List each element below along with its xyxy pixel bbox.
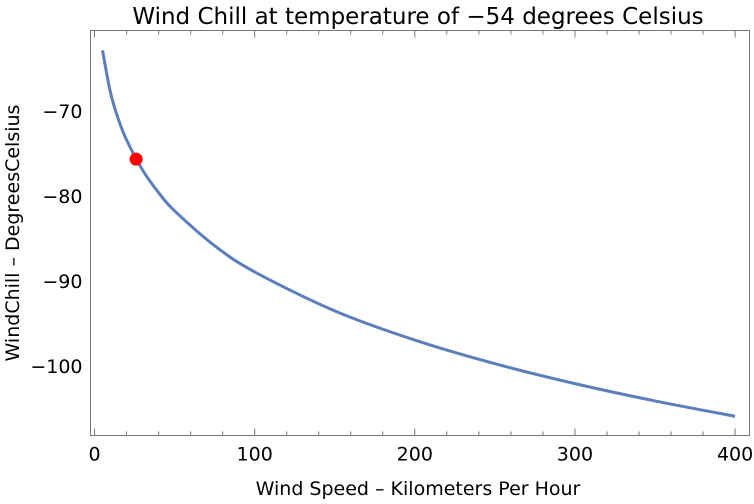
series-line-wind-chill: [101, 50, 736, 418]
chart-title: Wind Chill at temperature of −54 degrees…: [132, 4, 703, 30]
y-tick-label: −90: [42, 271, 82, 293]
x-tick-labels: 0 100 200 300 400: [88, 444, 753, 466]
y-tick-label: −70: [42, 101, 82, 123]
x-tick-label: 0: [88, 444, 100, 466]
highlight-point: [129, 152, 143, 166]
axis-ticks: [94, 30, 736, 436]
x-tick-label: 200: [397, 444, 433, 466]
y-axis-label: WindChill – DegreesCelsius: [2, 105, 24, 362]
x-tick-label: 300: [557, 444, 593, 466]
plot-frame: [90, 30, 750, 436]
y-tick-label: −80: [42, 186, 82, 208]
x-tick-label: 400: [717, 444, 753, 466]
y-tick-label: −100: [30, 356, 82, 378]
x-axis-label: Wind Speed – Kilometers Per Hour: [256, 478, 581, 500]
x-tick-label: 100: [237, 444, 273, 466]
y-tick-labels: −70 −80 −90 −100: [30, 101, 82, 378]
